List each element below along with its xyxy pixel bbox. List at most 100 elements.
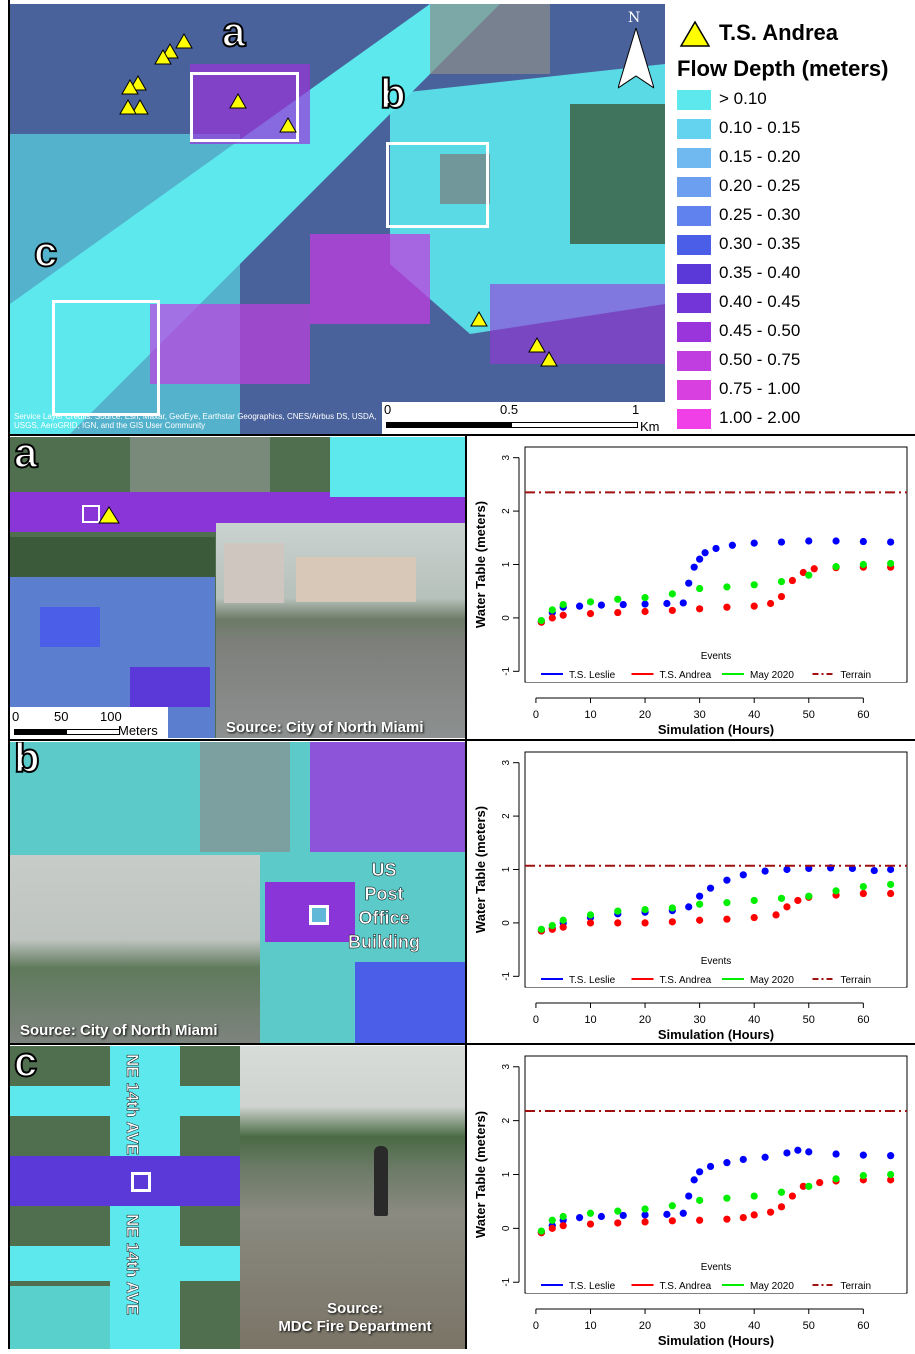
scalebar-tick-1: 0.5 (500, 402, 519, 417)
data-point (586, 919, 595, 927)
area-c-letter: c (33, 227, 58, 276)
x-axis-label: Simulation (Hours) (658, 722, 774, 737)
y-tick-label: 0 (501, 615, 512, 621)
data-point (777, 577, 786, 586)
area-b-letter: b (379, 69, 407, 118)
data-point (619, 1211, 627, 1220)
legend-class-row: 0.75 - 1.00 (677, 378, 800, 400)
data-point (723, 1194, 731, 1202)
overview-map-raster (10, 4, 665, 434)
data-point (641, 919, 649, 927)
data-point (859, 560, 867, 569)
legend-class-label: 0.40 - 0.45 (719, 292, 801, 311)
data-point (739, 1155, 747, 1164)
data-point (723, 603, 731, 611)
y-tick-label: 1 (501, 1171, 512, 1177)
data-point (783, 903, 791, 911)
chart-legend-label: T.S. Leslie (569, 670, 616, 681)
chart-legend-title: Events (701, 956, 732, 967)
x-tick-label: 30 (694, 1320, 706, 1332)
x-tick-label: 0 (533, 1014, 539, 1026)
area-c-box (52, 300, 160, 416)
x-tick-label: 30 (694, 1014, 706, 1026)
chart-c: -1 0 1 2 3 0 10 20 30 40 50 60 Simulation (Hours) Wat… (467, 1046, 915, 1349)
data-point (887, 1152, 895, 1160)
scalebar-tick-0: 0 (12, 709, 20, 724)
data-point (559, 923, 567, 931)
caption-line: MDC Fire Department (278, 1318, 432, 1335)
data-point (723, 583, 731, 591)
data-point (679, 599, 687, 607)
north-arrow-icon: N (618, 10, 654, 90)
panel-b-photo-caption: Source: City of North Miami (20, 1022, 218, 1039)
data-point (788, 576, 796, 585)
data-point (559, 916, 567, 924)
data-point (597, 601, 605, 609)
chart-legend-label: T.S. Leslie (569, 975, 616, 986)
data-point (641, 1218, 649, 1226)
divider (465, 434, 467, 1349)
y-tick-label: 2 (501, 1117, 512, 1123)
data-point (597, 1212, 605, 1221)
panel-c-photo-caption: Source: MDC Fire Department (262, 1300, 448, 1336)
data-point (696, 555, 704, 563)
data-point (723, 915, 731, 923)
data-point (723, 1215, 731, 1223)
data-point (750, 539, 758, 547)
data-point (614, 595, 622, 603)
data-point (668, 1217, 676, 1225)
chart-a: -1 0 1 2 3 0 10 20 30 40 50 60 Simulation (Hours) Wat… (467, 437, 915, 738)
data-point (772, 911, 780, 919)
y-tick-label: -1 (501, 971, 512, 980)
data-point (832, 563, 840, 571)
triangle-marker-icon (154, 48, 172, 65)
data-point (832, 1175, 840, 1183)
x-tick-label: 0 (533, 1320, 539, 1332)
legend-swatch (677, 292, 711, 313)
triangle-marker-icon (229, 92, 247, 109)
triangle-marker-icon (540, 350, 558, 367)
data-point (641, 600, 649, 608)
panel-a-scalebar: 0 50 100 Meters (10, 707, 168, 738)
legend-class-label: 0.30 - 0.35 (719, 234, 801, 253)
data-point (777, 1203, 786, 1211)
data-point (548, 1216, 556, 1224)
data-point (761, 867, 769, 875)
data-point (586, 598, 595, 606)
panel-b: b Source: City of North Miami US Post Of… (10, 742, 465, 1043)
x-tick-label: 30 (694, 709, 706, 721)
data-point (548, 1224, 556, 1232)
legend-class-label: 0.35 - 0.40 (719, 263, 801, 282)
data-point (586, 911, 595, 919)
triangle-marker-icon (98, 506, 120, 524)
divider (8, 434, 915, 436)
data-point (668, 918, 676, 926)
caption-line: Source: (327, 1300, 383, 1317)
legend-class-label: 0.20 - 0.25 (719, 176, 801, 195)
data-point (641, 594, 649, 602)
y-tick-label: 1 (501, 866, 512, 872)
data-point (761, 1153, 769, 1161)
legend-marker-label: T.S. Andrea (719, 20, 838, 45)
arrow-shape-icon (618, 28, 654, 89)
legend-swatch (677, 176, 711, 197)
data-point (750, 1211, 758, 1219)
scalebar-tick-0: 0 (384, 402, 392, 417)
data-point (619, 600, 627, 609)
x-axis-label: Simulation (Hours) (658, 1027, 774, 1042)
chart-legend-label: T.S. Andrea (660, 1281, 712, 1292)
scalebar-bar-empty (66, 729, 120, 735)
panel-a: a Source: City of North Miami 0 50 100 M… (10, 437, 465, 738)
legend-swatch (677, 379, 711, 400)
data-point (537, 925, 545, 933)
data-point (663, 1210, 671, 1218)
data-point (799, 568, 807, 577)
data-point (723, 1159, 731, 1167)
data-point (739, 1213, 747, 1222)
area-b-box (386, 142, 489, 228)
panel-a-letter: a (13, 437, 38, 477)
overview-map: N a b c 0 0.5 1 Km (10, 4, 665, 434)
chart-legend-label: May 2020 (750, 670, 794, 681)
legend-class-row: 0.35 - 0.40 (677, 262, 800, 284)
y-tick-label: -1 (501, 666, 512, 675)
